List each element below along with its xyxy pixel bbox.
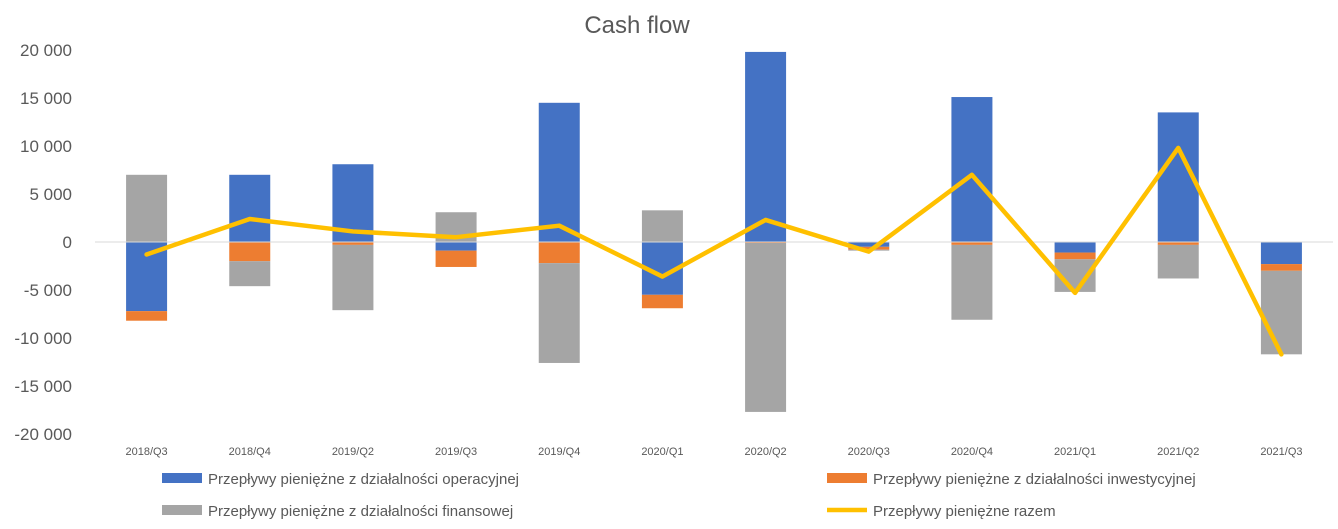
legend-label: Przepływy pieniężne z działalności opera… bbox=[208, 471, 519, 488]
bar-segment-series-3 bbox=[951, 244, 993, 320]
legend-swatch bbox=[162, 505, 202, 515]
bar-segment-series-3 bbox=[1260, 270, 1302, 355]
x-tick-label: 2019/Q4 bbox=[538, 446, 580, 458]
x-tick-label: 2021/Q1 bbox=[1054, 446, 1096, 458]
bar-segment-series-2 bbox=[229, 242, 271, 262]
y-axis-tick-labels: 20 000 15 000 10 000 5 000 0 -5 000 -10 000 -15… bbox=[14, 41, 72, 444]
bar-segment-series-1 bbox=[538, 102, 580, 242]
y-tick-label: -10 000 bbox=[14, 329, 72, 348]
bar-segment-series-2 bbox=[641, 294, 683, 309]
x-tick-label: 2018/Q4 bbox=[229, 446, 271, 458]
bar-segment-series-3 bbox=[538, 263, 580, 363]
bar-segment-series-1 bbox=[1260, 242, 1302, 265]
bar-segment-series-2 bbox=[538, 242, 580, 264]
legend-label: Przepływy pieniężne z działalności finan… bbox=[208, 503, 513, 520]
x-tick-label: 2021/Q3 bbox=[1260, 446, 1302, 458]
bar-segment-series-1 bbox=[745, 51, 787, 242]
y-tick-label: 20 000 bbox=[20, 41, 72, 60]
bar-segment-series-3 bbox=[229, 261, 271, 287]
bar-segment-series-3 bbox=[641, 210, 683, 242]
bar-segment-series-2 bbox=[1260, 264, 1302, 271]
chart-title: Cash flow bbox=[584, 12, 690, 39]
bar-segment-series-3 bbox=[745, 242, 787, 412]
bar-segment-series-3 bbox=[1157, 244, 1199, 279]
total-series-line bbox=[144, 145, 1284, 357]
y-tick-label: -15 000 bbox=[14, 377, 72, 396]
x-tick-label: 2019/Q2 bbox=[332, 446, 374, 458]
x-tick-label: 2020/Q1 bbox=[641, 446, 683, 458]
y-tick-label: 0 bbox=[63, 233, 72, 252]
bar-segment-series-2 bbox=[126, 311, 168, 321]
bar-segment-series-2 bbox=[435, 250, 477, 267]
x-tick-label: 2020/Q4 bbox=[951, 446, 993, 458]
y-tick-label: 10 000 bbox=[20, 137, 72, 156]
legend: Przepływy pieniężne z działalności opera… bbox=[162, 471, 1196, 520]
y-tick-label: 5 000 bbox=[29, 185, 72, 204]
x-tick-label: 2021/Q2 bbox=[1157, 446, 1199, 458]
bar-segment-series-2 bbox=[848, 246, 890, 250]
bar-segment-series-2 bbox=[1054, 252, 1096, 260]
x-tick-label: 2018/Q3 bbox=[125, 446, 167, 458]
bar-segment-series-2 bbox=[951, 242, 993, 245]
x-tick-label: 2019/Q3 bbox=[435, 446, 477, 458]
legend-label: Przepływy pieniężne z działalności inwes… bbox=[873, 471, 1196, 488]
x-tick-label: 2020/Q3 bbox=[848, 446, 890, 458]
bars-layer bbox=[126, 51, 1302, 412]
legend-label: Przepływy pieniężne razem bbox=[873, 503, 1056, 520]
bar-segment-series-1 bbox=[848, 242, 890, 247]
bar-segment-series-2 bbox=[1157, 242, 1199, 245]
bar-segment-series-1 bbox=[229, 174, 271, 242]
bar-segment-series-1 bbox=[435, 242, 477, 251]
total-line-layer bbox=[144, 145, 1284, 357]
y-tick-label: 15 000 bbox=[20, 89, 72, 108]
bar-segment-series-2 bbox=[332, 242, 374, 245]
bar-segment-series-1 bbox=[951, 97, 993, 242]
bar-segment-series-3 bbox=[126, 174, 168, 242]
legend-swatch bbox=[827, 473, 867, 483]
bar-segment-series-3 bbox=[332, 244, 374, 311]
x-axis-category-labels: 2018/Q3 2018/Q4 2019/Q2 2019/Q3 2019/Q4 2020/… bbox=[125, 446, 1302, 458]
y-tick-label: -20 000 bbox=[14, 425, 72, 444]
legend-swatch bbox=[162, 473, 202, 483]
x-tick-label: 2020/Q2 bbox=[744, 446, 786, 458]
bar-segment-series-1 bbox=[1054, 242, 1096, 253]
y-tick-label: -5 000 bbox=[24, 281, 72, 300]
